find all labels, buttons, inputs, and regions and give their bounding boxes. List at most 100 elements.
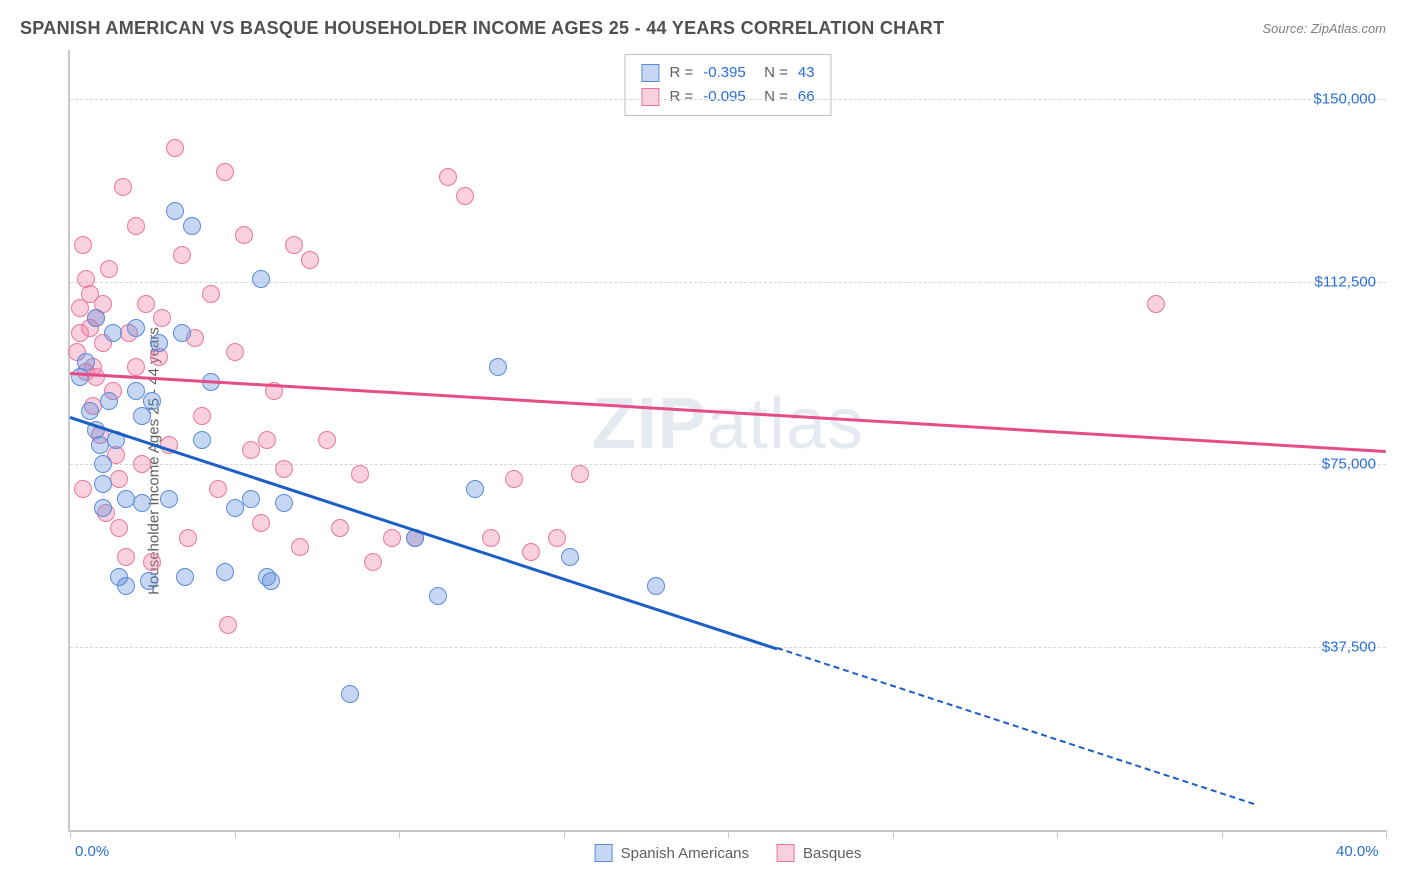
stat-n-value: 66 <box>798 85 815 109</box>
scatter-point <box>87 309 105 327</box>
legend-swatch <box>777 844 795 862</box>
scatter-point <box>150 334 168 352</box>
legend-item: Basques <box>777 844 861 862</box>
x-tick <box>1222 830 1223 838</box>
stats-row: R = -0.395 N = 43 <box>641 61 814 85</box>
scatter-point <box>117 577 135 595</box>
scatter-point <box>219 616 237 634</box>
scatter-point <box>429 587 447 605</box>
scatter-point <box>571 465 589 483</box>
scatter-point <box>331 519 349 537</box>
scatter-point <box>548 529 566 547</box>
scatter-point <box>133 455 151 473</box>
scatter-point <box>127 382 145 400</box>
scatter-point <box>110 470 128 488</box>
scatter-point <box>318 431 336 449</box>
scatter-point <box>143 553 161 571</box>
scatter-point <box>216 563 234 581</box>
scatter-point <box>100 392 118 410</box>
stats-row: R = -0.095 N = 66 <box>641 85 814 109</box>
scatter-point <box>285 236 303 254</box>
chart-area: Householder Income Ages 25 - 44 years ZI… <box>20 50 1386 872</box>
scatter-point <box>235 226 253 244</box>
scatter-point <box>117 490 135 508</box>
legend-label: Spanish Americans <box>621 845 749 862</box>
y-tick-label: $112,500 <box>1315 273 1376 290</box>
x-tick <box>399 830 400 838</box>
scatter-point <box>482 529 500 547</box>
chart-title: SPANISH AMERICAN VS BASQUE HOUSEHOLDER I… <box>20 18 944 39</box>
stat-r-label: R = <box>669 61 693 85</box>
gridline <box>70 647 1386 648</box>
x-tick <box>1386 830 1387 838</box>
legend-swatch <box>641 88 659 106</box>
x-axis-label: 0.0% <box>75 843 109 860</box>
scatter-point <box>226 499 244 517</box>
stat-n-label: N = <box>756 85 788 109</box>
scatter-point <box>127 217 145 235</box>
trendline <box>70 416 778 650</box>
scatter-point <box>351 465 369 483</box>
scatter-point <box>252 514 270 532</box>
scatter-point <box>226 343 244 361</box>
scatter-point <box>193 431 211 449</box>
scatter-point <box>193 407 211 425</box>
scatter-point <box>252 270 270 288</box>
scatter-point <box>114 178 132 196</box>
y-tick-label: $37,500 <box>1322 639 1376 656</box>
stat-r-value: -0.095 <box>703 85 746 109</box>
scatter-point <box>242 441 260 459</box>
scatter-point <box>140 572 158 590</box>
trendline-dashed <box>777 647 1255 805</box>
scatter-point <box>1147 295 1165 313</box>
scatter-point <box>647 577 665 595</box>
scatter-point <box>489 358 507 376</box>
scatter-point <box>94 455 112 473</box>
scatter-point <box>100 260 118 278</box>
scatter-point <box>173 324 191 342</box>
x-tick <box>893 830 894 838</box>
scatter-point <box>242 490 260 508</box>
scatter-point <box>301 251 319 269</box>
scatter-point <box>522 543 540 561</box>
stats-legend: R = -0.395 N = 43R = -0.095 N = 66 <box>624 54 831 116</box>
scatter-point <box>153 309 171 327</box>
stat-n-label: N = <box>756 61 788 85</box>
scatter-point <box>173 246 191 264</box>
scatter-point <box>383 529 401 547</box>
scatter-point <box>110 519 128 537</box>
scatter-point <box>179 529 197 547</box>
x-tick <box>1057 830 1058 838</box>
y-tick-label: $150,000 <box>1313 90 1376 107</box>
scatter-point <box>505 470 523 488</box>
legend-bottom: Spanish Americans Basques <box>595 844 862 862</box>
scatter-point <box>127 319 145 337</box>
scatter-point <box>94 475 112 493</box>
scatter-point <box>275 460 293 478</box>
watermark-bold: ZIP <box>592 384 707 464</box>
y-tick-label: $75,000 <box>1322 456 1376 473</box>
scatter-point <box>127 358 145 376</box>
x-tick <box>70 830 71 838</box>
x-tick <box>728 830 729 838</box>
chart-container: SPANISH AMERICAN VS BASQUE HOUSEHOLDER I… <box>0 0 1406 892</box>
scatter-point <box>160 490 178 508</box>
legend-label: Basques <box>803 845 861 862</box>
scatter-point <box>166 139 184 157</box>
scatter-point <box>341 685 359 703</box>
x-axis-label: 40.0% <box>1336 843 1379 860</box>
scatter-point <box>183 217 201 235</box>
scatter-point <box>91 436 109 454</box>
gridline <box>70 464 1386 465</box>
stat-r-value: -0.395 <box>703 61 746 85</box>
scatter-point <box>456 187 474 205</box>
gridline <box>70 99 1386 100</box>
scatter-point <box>87 368 105 386</box>
scatter-point <box>94 499 112 517</box>
plot-area: ZIPatlas R = -0.395 N = 43R = -0.095 N =… <box>68 50 1386 832</box>
scatter-point <box>291 538 309 556</box>
scatter-point <box>81 402 99 420</box>
legend-item: Spanish Americans <box>595 844 749 862</box>
stat-r-label: R = <box>669 85 693 109</box>
scatter-point <box>364 553 382 571</box>
